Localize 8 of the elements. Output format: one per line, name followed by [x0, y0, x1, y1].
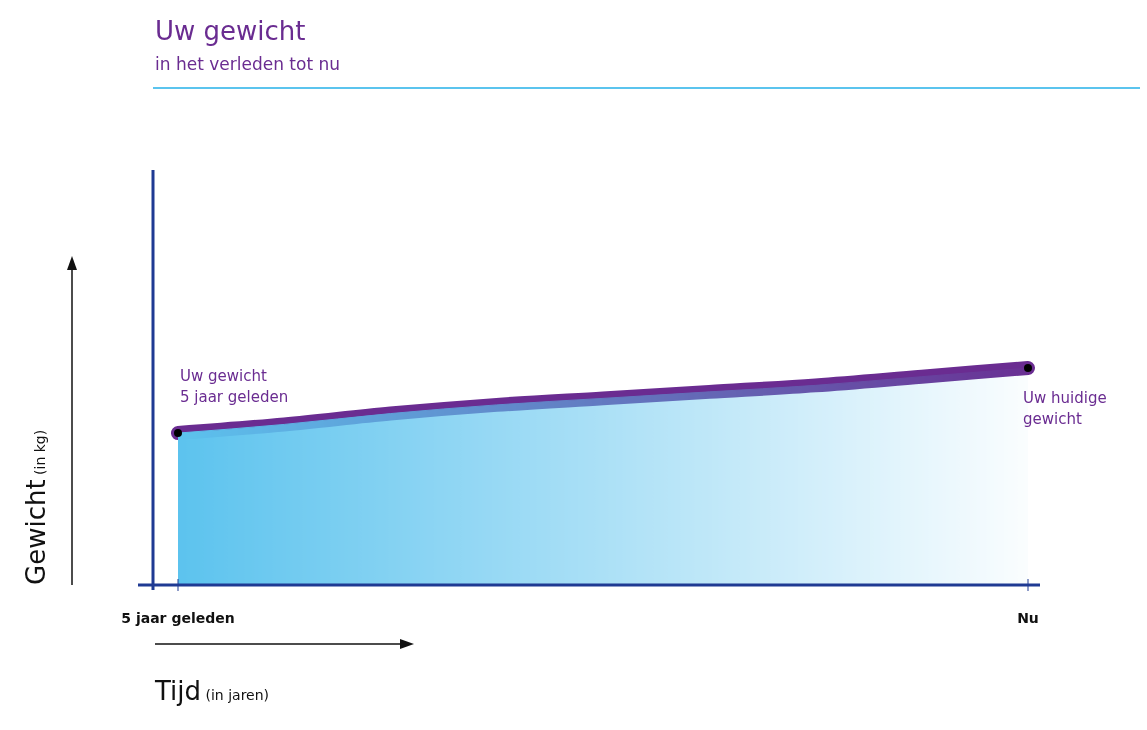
x-axis-title: Tijd (in jaren) — [154, 676, 270, 706]
y-axis-title: Gewicht (in kg) — [21, 429, 51, 585]
chart-subtitle: in het verleden tot nu — [155, 54, 341, 74]
x-tick-label: 5 jaar geleden — [121, 610, 235, 626]
annotation: Uw huidige gewicht — [1023, 389, 1107, 428]
x-tick-label: Nu — [1017, 610, 1039, 626]
annotation: Uw gewicht 5 jaar geleden — [180, 367, 289, 407]
chart-title: Uw gewicht — [155, 16, 306, 46]
